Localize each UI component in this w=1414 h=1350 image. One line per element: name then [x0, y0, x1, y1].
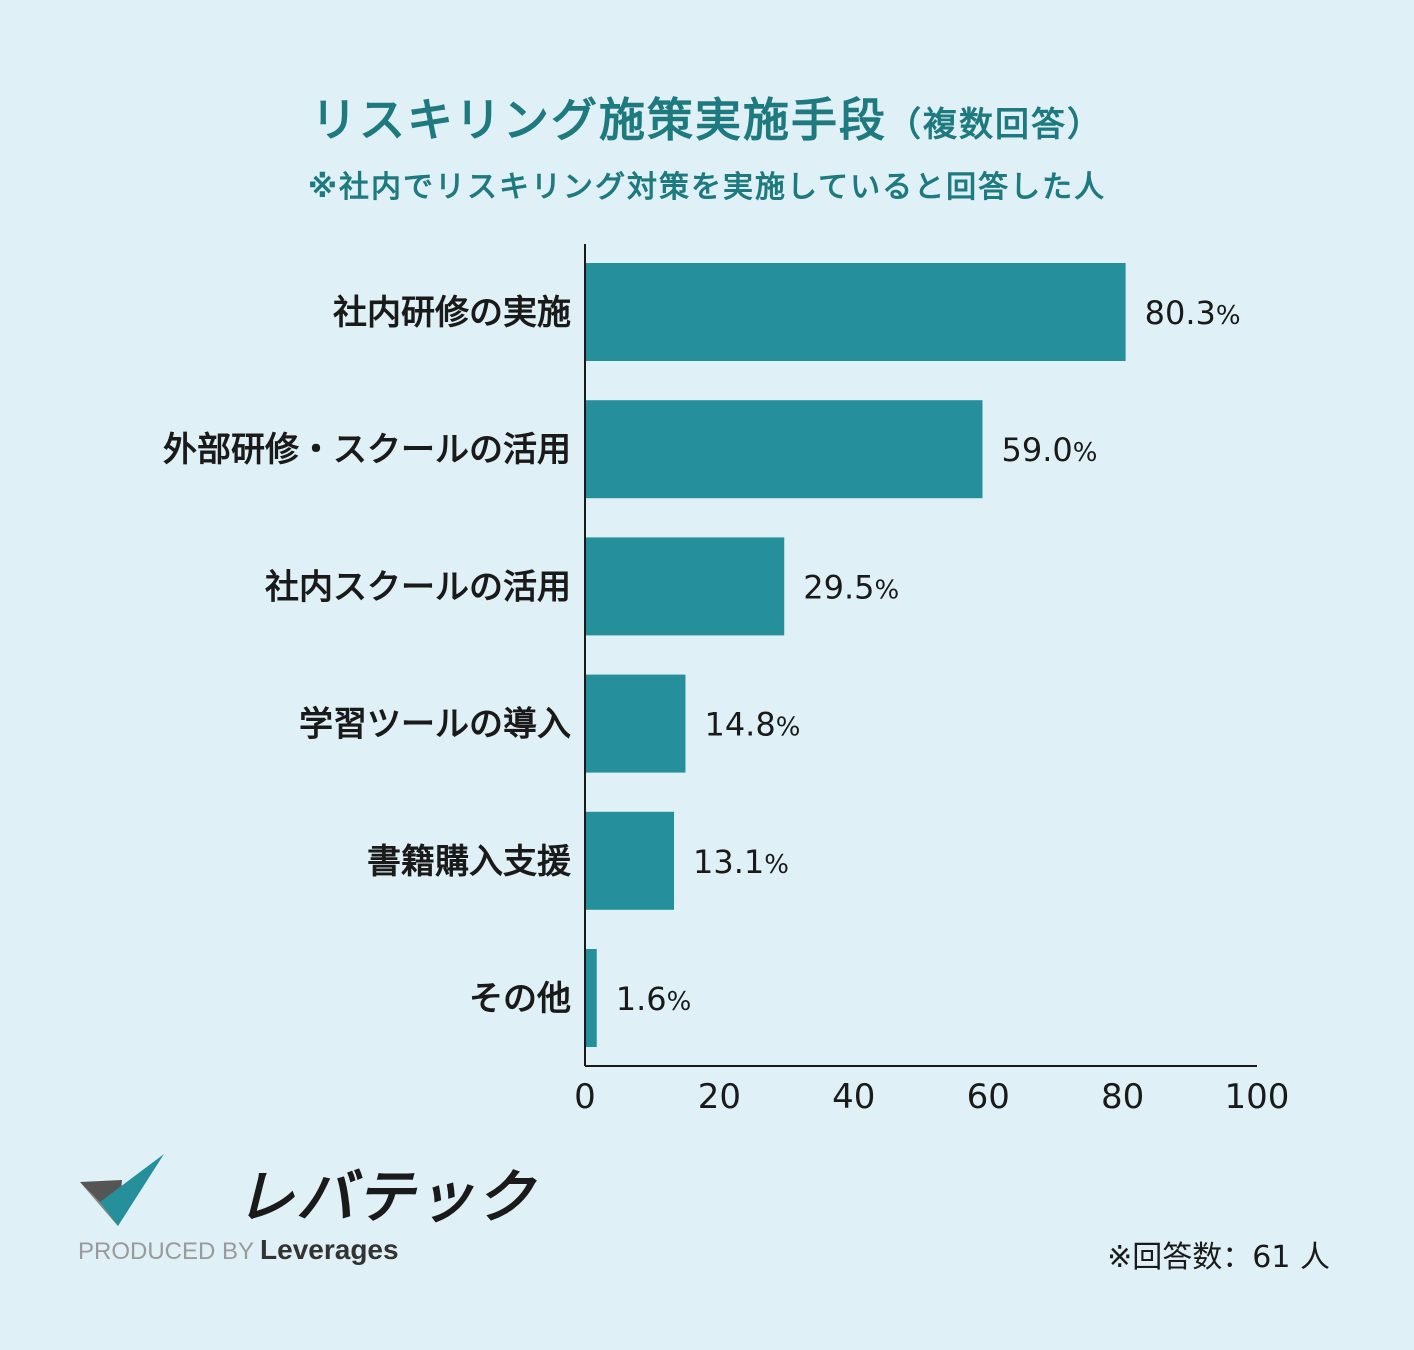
x-tick-label: 60 [967, 1077, 1010, 1117]
x-tick-label: 0 [574, 1077, 596, 1117]
produced-by-label: PRODUCED BY [78, 1238, 255, 1265]
bar-2 [586, 537, 785, 636]
x-tick-label: 20 [698, 1077, 741, 1117]
bar-0 [586, 263, 1126, 361]
title-main: リスキリング施策実施手段 [311, 93, 887, 147]
leverages-logo: レバテック PRODUCED BY Leverages [78, 1150, 534, 1270]
value-number: 29.5 [803, 568, 874, 606]
bar-1 [586, 400, 983, 499]
bar-3 [586, 674, 686, 773]
value-label: 80.3% [1145, 294, 1241, 332]
chart-title: リスキリング施策実施手段（複数回答） [0, 84, 1414, 150]
category-label: その他 [469, 979, 571, 1019]
bar-4 [586, 811, 675, 910]
value-suffix: % [1216, 301, 1241, 331]
logo-text: レバテック [236, 1163, 537, 1231]
value-number: 14.8 [704, 706, 775, 744]
x-tick-label: 40 [832, 1077, 875, 1117]
value-label: 14.8% [704, 706, 800, 744]
title-paren: （複数回答） [887, 105, 1103, 145]
bar-5 [586, 949, 597, 1047]
category-label: 社内研修の実施 [333, 293, 571, 333]
value-number: 80.3 [1145, 294, 1216, 332]
category-label: 書籍購入支援 [367, 842, 572, 882]
value-suffix: % [764, 850, 789, 880]
value-number: 13.1 [693, 843, 764, 881]
value-label: 59.0% [1001, 431, 1097, 469]
x-tick-label: 80 [1101, 1077, 1144, 1117]
value-number: 1.6 [616, 980, 667, 1018]
brand-name: Leverages [260, 1234, 399, 1265]
value-suffix: % [776, 713, 801, 743]
category-label: 外部研修・スクールの活用 [163, 430, 571, 470]
category-label: 社内スクールの活用 [265, 567, 571, 607]
value-label: 29.5% [803, 568, 899, 606]
category-label: 学習ツールの導入 [299, 705, 571, 745]
value-label: 1.6% [616, 980, 692, 1018]
logo-mark-icon [80, 1154, 164, 1226]
chart-subtitle: ※社内でリスキリング対策を実施していると回答した人 [307, 170, 1107, 205]
value-suffix: % [874, 575, 899, 605]
x-tick-label: 100 [1225, 1077, 1290, 1117]
respondent-count: ※回答数：61 人 [1107, 1240, 1330, 1275]
value-label: 13.1% [693, 843, 789, 881]
value-number: 59.0 [1001, 431, 1072, 469]
produced-by: PRODUCED BY Leverages [78, 1234, 399, 1266]
value-suffix: % [667, 987, 692, 1017]
value-suffix: % [1073, 438, 1098, 468]
